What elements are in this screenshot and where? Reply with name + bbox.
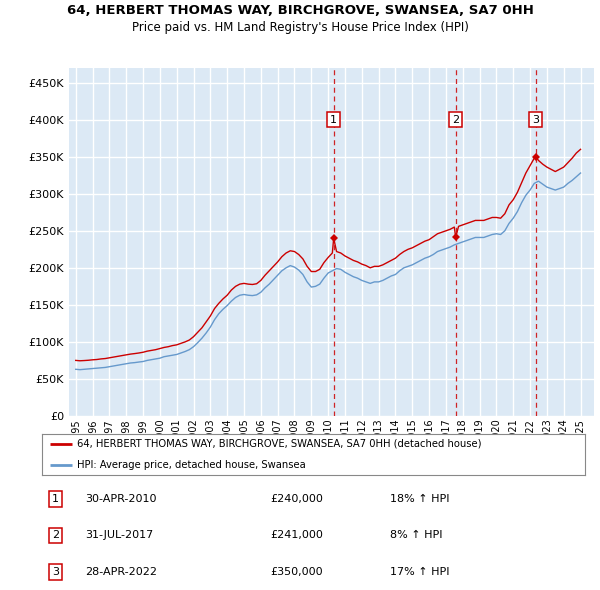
Text: 2: 2 [52, 530, 59, 540]
Text: HPI: Average price, detached house, Swansea: HPI: Average price, detached house, Swan… [77, 460, 306, 470]
Text: 3: 3 [52, 567, 59, 577]
Text: 3: 3 [532, 114, 539, 124]
Text: 2: 2 [452, 114, 459, 124]
Text: 1: 1 [330, 114, 337, 124]
Text: 1: 1 [52, 494, 59, 504]
Text: £240,000: £240,000 [270, 494, 323, 504]
Text: 18% ↑ HPI: 18% ↑ HPI [389, 494, 449, 504]
Text: Price paid vs. HM Land Registry's House Price Index (HPI): Price paid vs. HM Land Registry's House … [131, 21, 469, 34]
Text: £241,000: £241,000 [270, 530, 323, 540]
Text: 17% ↑ HPI: 17% ↑ HPI [389, 567, 449, 577]
Text: 28-APR-2022: 28-APR-2022 [85, 567, 157, 577]
Text: 30-APR-2010: 30-APR-2010 [85, 494, 157, 504]
Text: 31-JUL-2017: 31-JUL-2017 [85, 530, 154, 540]
Text: 64, HERBERT THOMAS WAY, BIRCHGROVE, SWANSEA, SA7 0HH (detached house): 64, HERBERT THOMAS WAY, BIRCHGROVE, SWAN… [77, 439, 482, 449]
Text: 8% ↑ HPI: 8% ↑ HPI [389, 530, 442, 540]
Text: £350,000: £350,000 [270, 567, 323, 577]
Text: 64, HERBERT THOMAS WAY, BIRCHGROVE, SWANSEA, SA7 0HH: 64, HERBERT THOMAS WAY, BIRCHGROVE, SWAN… [67, 4, 533, 17]
